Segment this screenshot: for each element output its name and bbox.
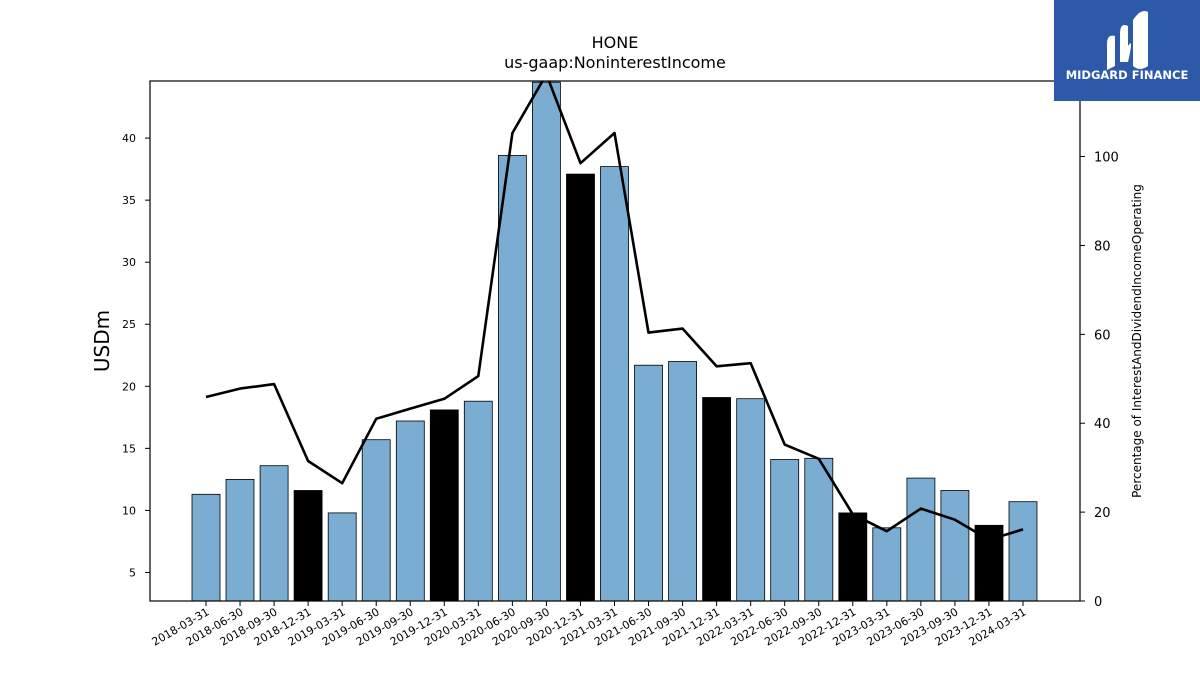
y-tick-label-right: 40	[1094, 417, 1111, 432]
y-tick-label: 35	[122, 194, 136, 207]
bar	[736, 398, 766, 602]
bar	[838, 512, 868, 602]
brand-logo: MIDGARD FINANCE	[1054, 0, 1200, 101]
bar	[906, 477, 936, 602]
line-path	[205, 81, 1024, 542]
y-tick-label-right: 100	[1094, 151, 1119, 166]
y-tick-label-right: 0	[1094, 595, 1102, 610]
y-axis-label-right: Percentage of InterestAndDividendIncomeO…	[1130, 184, 1144, 498]
bar	[225, 478, 255, 602]
bar	[1008, 501, 1038, 602]
bar	[804, 457, 834, 602]
bar	[361, 439, 391, 602]
bar	[872, 527, 902, 602]
y-tick-label-right: 60	[1094, 328, 1111, 343]
bar	[532, 81, 561, 602]
x-axis: 2018-03-312018-06-302018-09-302018-12-31…	[150, 601, 1029, 649]
bar	[395, 420, 425, 602]
y-axis-label: USDm	[90, 310, 114, 372]
bar	[259, 465, 289, 602]
brand-name: MIDGARD FINANCE	[1065, 68, 1189, 82]
bar	[463, 400, 493, 602]
bar	[191, 493, 221, 602]
y-tick-label: 30	[122, 256, 136, 269]
bar	[770, 459, 800, 602]
bar-series	[191, 81, 1038, 602]
chart-title: HONE	[592, 33, 639, 52]
bar	[566, 173, 595, 602]
y-tick-label: 25	[122, 318, 136, 331]
y-tick-label: 10	[122, 504, 136, 517]
bar	[497, 155, 527, 602]
bar	[293, 490, 323, 602]
midgard-logo-icon	[1107, 11, 1148, 70]
y-tick-label-right: 20	[1094, 506, 1111, 521]
y-tick-label: 20	[122, 380, 136, 393]
line-series	[205, 81, 1024, 542]
left-axis: 5 10 15 20 25 30 35 40	[122, 132, 150, 579]
chart-subtitle: us-gaap:NoninterestIncome	[504, 53, 726, 72]
bar	[668, 361, 697, 602]
bar	[429, 409, 459, 602]
right-axis: 0 20 40 60 80 100	[1080, 151, 1119, 610]
y-tick-label-right: 80	[1094, 239, 1111, 254]
y-tick-label: 40	[122, 132, 136, 145]
bar	[600, 166, 629, 602]
bar	[327, 512, 357, 602]
bar	[940, 490, 970, 602]
y-tick-label: 5	[129, 566, 136, 579]
bar	[702, 397, 731, 602]
bar	[634, 364, 663, 602]
y-tick-label: 15	[122, 442, 136, 455]
